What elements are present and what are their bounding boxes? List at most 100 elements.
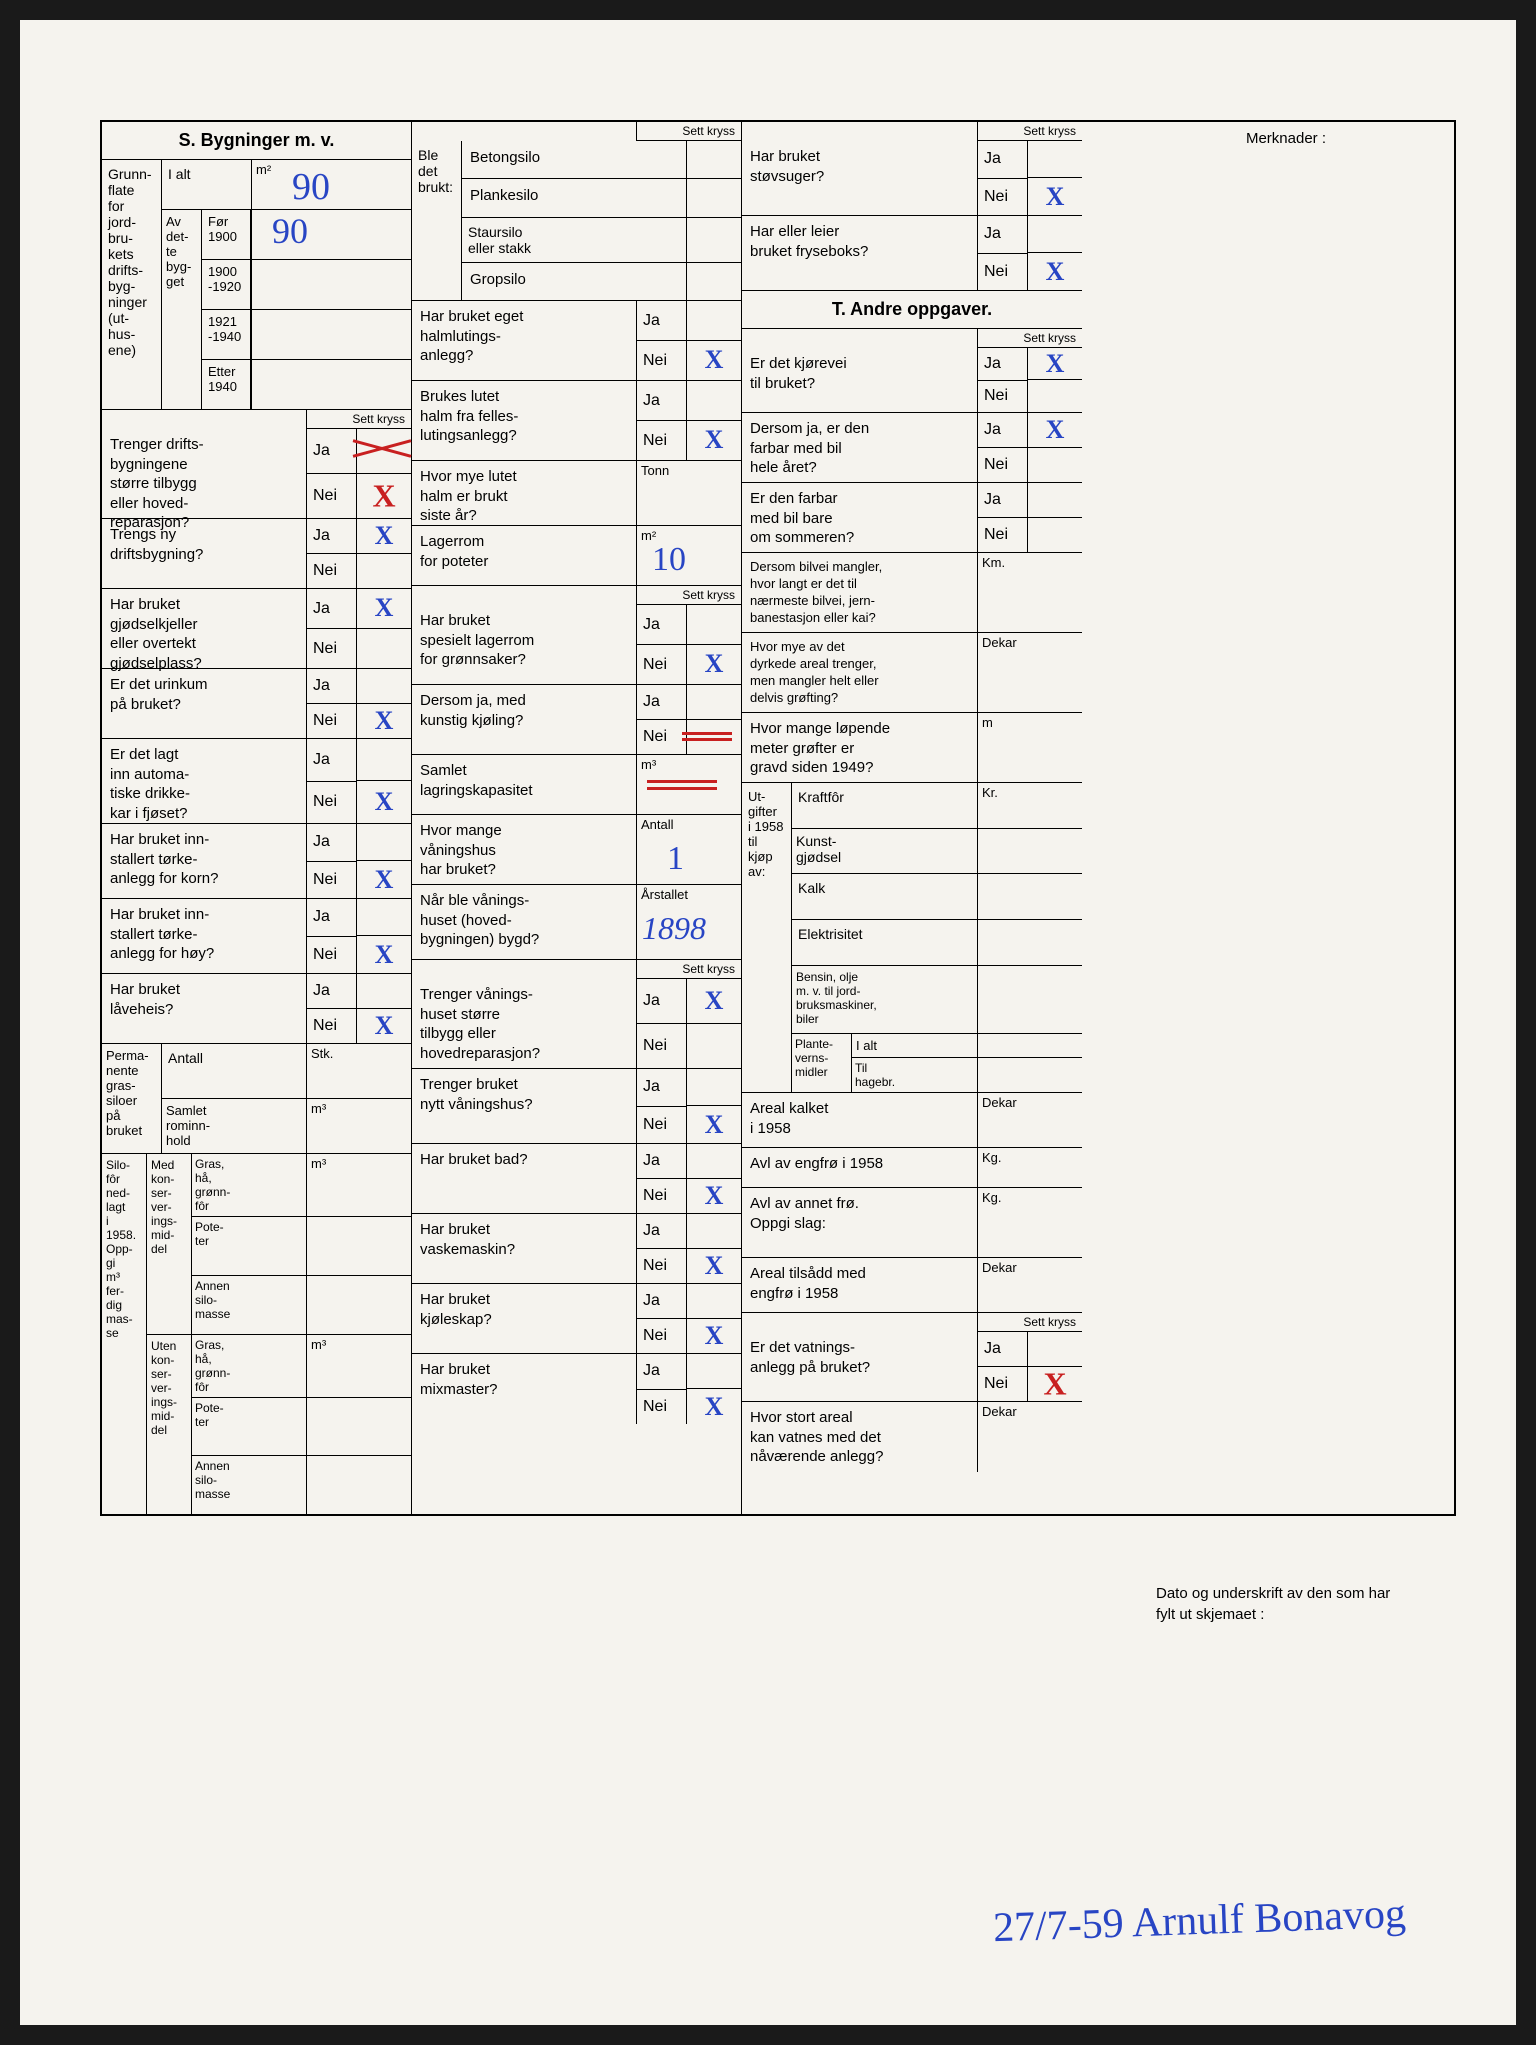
ialt-label: I alt <box>162 160 252 209</box>
x-halmlut-nei: X <box>705 345 724 375</box>
trenger-drifts: Trenger drifts- bygningene større tilbyg… <box>102 429 306 518</box>
halmlut: Har bruket eget halmlutings- anlegg? <box>412 301 636 380</box>
poteter-2: Pote- ter <box>192 1398 306 1456</box>
y1900: 1900 -1920 <box>202 260 251 310</box>
antall-label: Antall <box>162 1044 306 1098</box>
section-s-title: S. Bygninger m. v. <box>102 122 411 160</box>
document-page: Merknader : Dato og underskrift av den s… <box>20 20 1516 2025</box>
sett-kryss-2b: Sett kryss <box>636 586 741 605</box>
x-gjodsel-ja: X <box>375 593 394 623</box>
kalk: Kalk <box>792 874 977 919</box>
staursilo: Staursilo eller stakk <box>462 218 686 262</box>
gjodsel: Har bruket gjødselkjeller eller overtekt… <box>102 589 306 668</box>
annen-2: Annen silo- masse <box>192 1456 306 1514</box>
grunnflate-label: Grunn- flate for jord- bru- kets drifts-… <box>102 160 162 409</box>
arstallet-unit: Årstallet <box>637 885 741 904</box>
vaningshus-ant: Hvor mange våningshus har bruket? <box>412 815 636 884</box>
x-stov-nei: X <box>1046 182 1065 212</box>
val-for1900: 90 <box>272 210 308 252</box>
column-s: S. Bygninger m. v. Grunn- flate for jord… <box>102 122 412 1514</box>
m2-unit: m² <box>252 160 411 179</box>
section-t-title: T. Andre oppgaver. <box>742 291 1082 329</box>
x-urinkum-nei: X <box>375 706 394 736</box>
strike-samlet-2 <box>647 787 717 790</box>
avl-engfro: Avl av engfrø i 1958 <box>742 1148 977 1187</box>
poteter-1: Pote- ter <box>192 1217 306 1275</box>
val-arstallet: 1898 <box>642 910 706 947</box>
strike-kunstig <box>682 732 732 735</box>
x-brukes-nei: X <box>705 425 724 455</box>
plantevern: Plante- verns- midler <box>792 1034 852 1092</box>
x-kjole-nei: X <box>705 1321 724 1351</box>
uten-kons: Uten kon- ser- ver- ings- mid- del <box>147 1335 192 1515</box>
lagerrom-pot: Lagerrom for poteter <box>412 526 636 585</box>
kraftfor: Kraftfôr <box>792 783 977 828</box>
bensin: Bensin, olje m. v. til jord- bruksmaskin… <box>792 966 977 1033</box>
x-torke-hoy-nei: X <box>375 940 394 970</box>
sett-kryss-2a: Sett kryss <box>636 122 741 141</box>
y1921: 1921 -1940 <box>202 310 251 360</box>
plankesilo: Plankesilo <box>462 179 686 216</box>
val-antall-vaning: 1 <box>667 840 684 878</box>
vaskemaskin: Har bruket vaskemaskin? <box>412 1214 636 1283</box>
ble-det-brukt: Ble det brukt: <box>412 141 462 300</box>
column-3: Sett kryss Har bruket støvsuger? JaNei X… <box>742 122 1082 1514</box>
dekar-unit: Dekar <box>978 633 1082 652</box>
sett-kryss-3b: Sett kryss <box>977 329 1082 348</box>
vatning: Er det vatnings- anlegg på bruket? <box>742 1332 977 1401</box>
antall-unit: Antall <box>637 815 741 834</box>
urinkum: Er det urinkum på bruket? <box>102 669 306 738</box>
x-torke-korn-nei: X <box>375 865 394 895</box>
x-trenger-nei: X <box>372 477 395 514</box>
kunstig-kjol: Dersom ja, med kunstig kjøling? <box>412 685 636 754</box>
x-bad-nei: X <box>705 1181 724 1211</box>
nytt-vaning: Trenger bruket nytt våningshus? <box>412 1069 636 1143</box>
annen-1: Annen silo- masse <box>192 1276 306 1334</box>
x-nytt-nei: X <box>705 1110 724 1140</box>
gropsilo: Gropsilo <box>462 263 686 300</box>
dyrkede-areal: Hvor mye av det dyrkede areal trenger, m… <box>742 633 977 712</box>
sett-kryss-3c: Sett kryss <box>977 1313 1082 1332</box>
m-unit: m <box>978 713 1082 732</box>
for1900: Før 1900 <box>202 210 251 260</box>
merknader-label: Merknader : <box>1246 130 1326 147</box>
x-farbar-ja: X <box>1046 415 1065 445</box>
x-trenger-vaning-ja: X <box>705 986 724 1016</box>
avl-annet: Avl av annet frø. Oppgi slag: <box>742 1188 977 1257</box>
silofor-label: Silo- fôr ned- lagt i 1958. Opp- gi m³ f… <box>102 1154 147 1514</box>
perma-label: Perma- nente gras- siloer på bruket <box>102 1044 162 1153</box>
areal-kalket: Areal kalket i 1958 <box>742 1093 977 1147</box>
m3-unit: m³ <box>307 1099 411 1118</box>
med-kons: Med kon- ser- ver- ings- mid- del <box>147 1154 192 1334</box>
x-drikkekar-nei: X <box>375 787 394 817</box>
column-2: Sett kryss Ble det brukt: Betongsilo Pla… <box>412 122 742 1514</box>
val-lagerrom: 10 <box>652 541 686 579</box>
samlet-rom: Samlet rominn- hold <box>162 1099 306 1153</box>
drikkekar: Er det lagt inn automa- tiske drikke- ka… <box>102 739 306 823</box>
areal-tilsadd: Areal tilsådd med engfrø i 1958 <box>742 1258 977 1312</box>
torke-hoy: Har bruket inn- stallert tørke- anlegg f… <box>102 899 306 973</box>
hvor-stort: Hvor stort areal kan vatnes med det nåvæ… <box>742 1402 977 1472</box>
x-laveheis-nei: X <box>375 1011 394 1041</box>
trengs-ny: Trengs ny driftsbygning? <box>102 519 306 588</box>
samlet-lagring: Samlet lagringskapasitet <box>412 755 636 814</box>
dato-label: Dato og underskrift av den som har fylt … <box>1156 1583 1406 1625</box>
til-hagebr: Til hagebr. <box>852 1058 977 1092</box>
strike-kunstig-2 <box>682 738 732 741</box>
tonn-unit: Tonn <box>637 461 741 480</box>
nar-bygd: Når ble vånings- huset (hoved- bygningen… <box>412 885 636 959</box>
brukes-lutet: Brukes lutet halm fra felles- lutingsanl… <box>412 381 636 460</box>
utgifter-label: Ut- gifter i 1958 til kjøp av: <box>742 783 792 1092</box>
betongsilo: Betongsilo <box>462 141 686 178</box>
x-fryse-nei: X <box>1046 257 1065 287</box>
etter1940: Etter 1940 <box>202 360 251 409</box>
spesielt-lager: Har bruket spesielt lagerrom for grønnsa… <box>412 605 636 684</box>
gras-ha-2: Gras, hå, grønn- fôr <box>192 1335 306 1397</box>
grofter: Hvor mange løpende meter grøfter er grav… <box>742 713 977 782</box>
sett-kryss-1: Sett kryss <box>306 410 411 429</box>
torke-korn: Har bruket inn- stallert tørke- anlegg f… <box>102 824 306 898</box>
fryseboks: Har eller leier bruket fryseboks? <box>742 216 977 290</box>
form-grid: S. Bygninger m. v. Grunn- flate for jord… <box>100 120 1456 1516</box>
x-vatning-nei: X <box>1043 1365 1066 1402</box>
x-spesielt-nei: X <box>705 649 724 679</box>
